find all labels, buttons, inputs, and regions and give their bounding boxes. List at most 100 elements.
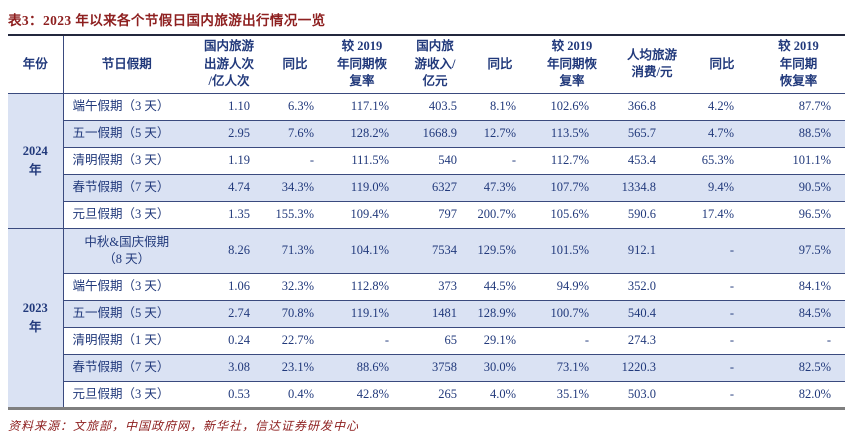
table-row: 春节假期（7 天） 3.08 23.1% 88.6% 3758 30.0% 73… bbox=[8, 353, 845, 381]
column-header-revenue: 国内旅 游收入/ 亿元 bbox=[402, 35, 468, 94]
table-cell: 7.6% bbox=[268, 119, 322, 147]
table-cell: 113.5% bbox=[532, 119, 612, 147]
column-header-revenue-yoy: 同比 bbox=[468, 35, 532, 94]
table-cell: - bbox=[692, 299, 752, 327]
table-cell: 105.6% bbox=[532, 200, 612, 228]
year-cell: 2024 年 bbox=[8, 92, 64, 228]
table-cell: 17.4% bbox=[692, 200, 752, 228]
table-cell: - bbox=[692, 227, 752, 273]
table-row: 2024 年 端午假期（3 天） 1.10 6.3% 117.1% 403.5 … bbox=[8, 92, 845, 228]
table-cell: 373 bbox=[402, 272, 468, 300]
table-cell: 200.7% bbox=[468, 200, 532, 228]
table-cell: 12.7% bbox=[468, 119, 532, 147]
table-row: 元旦假期（3 天） 1.35 155.3% 109.4% 797 200.7% … bbox=[8, 200, 845, 228]
table-cell: 265 bbox=[402, 380, 468, 408]
table-cell: 540 bbox=[402, 146, 468, 174]
table-cell: 101.5% bbox=[532, 227, 612, 273]
holiday-cell: 端午假期（3 天） bbox=[63, 272, 190, 300]
table-cell: - bbox=[468, 146, 532, 174]
table-cell: 274.3 bbox=[612, 326, 692, 354]
table-cell: 4.7% bbox=[692, 119, 752, 147]
table-cell: - bbox=[532, 326, 612, 354]
table-cell: 97.5% bbox=[752, 227, 845, 273]
table-cell: 119.1% bbox=[322, 299, 402, 327]
table-cell: 42.8% bbox=[322, 380, 402, 408]
table-cell: 9.4% bbox=[692, 173, 752, 201]
holiday-cell: 五一假期（5 天） bbox=[63, 119, 190, 147]
table-cell: 1334.8 bbox=[612, 173, 692, 201]
table-cell: 88.5% bbox=[752, 119, 845, 147]
table-cell: 797 bbox=[402, 200, 468, 228]
table-cell: 453.4 bbox=[612, 146, 692, 174]
year-cell: 2023 年 bbox=[8, 227, 64, 408]
table-cell: 100.7% bbox=[532, 299, 612, 327]
table-cell: 88.6% bbox=[322, 353, 402, 381]
table-body: 2024 年 端午假期（3 天） 1.10 6.3% 117.1% 403.5 … bbox=[8, 92, 845, 408]
table-cell: 90.5% bbox=[752, 173, 845, 201]
table-cell: 30.0% bbox=[468, 353, 532, 381]
table-row: 2023 年 中秋&国庆假期 （8 天） 8.26 71.3% 104.1% 7… bbox=[8, 227, 845, 408]
table-cell: 0.24 bbox=[190, 326, 268, 354]
table-row: 清明假期（1 天） 0.24 22.7% - 65 29.1% - 274.3 … bbox=[8, 326, 845, 354]
table-cell: 366.8 bbox=[612, 92, 692, 120]
table-cell: 101.1% bbox=[752, 146, 845, 174]
table-cell: - bbox=[692, 353, 752, 381]
table-cell: 84.5% bbox=[752, 299, 845, 327]
holiday-cell: 元旦假期（3 天） bbox=[63, 380, 190, 408]
column-header-spend-yoy: 同比 bbox=[692, 35, 752, 94]
holiday-cell: 春节假期（7 天） bbox=[63, 353, 190, 381]
table-cell: 1668.9 bbox=[402, 119, 468, 147]
table-cell: 119.0% bbox=[322, 173, 402, 201]
column-header-holiday: 节日假期 bbox=[63, 35, 190, 94]
table-row: 清明假期（3 天） 1.19 - 111.5% 540 - 112.7% 453… bbox=[8, 146, 845, 174]
table-cell: 109.4% bbox=[322, 200, 402, 228]
column-header-spend-recovery: 较 2019 年同期 恢复率 bbox=[752, 35, 845, 94]
table-cell: - bbox=[692, 272, 752, 300]
table-title: 表3：2023 年以来各个节假日国内旅游出行情况一览 bbox=[8, 13, 326, 28]
table-cell: 403.5 bbox=[402, 92, 468, 120]
table-cell: - bbox=[268, 146, 322, 174]
column-header-revenue-recovery: 较 2019 年同期恢 复率 bbox=[532, 35, 612, 94]
table-cell: 2.74 bbox=[190, 299, 268, 327]
table-cell: 6327 bbox=[402, 173, 468, 201]
table-cell: 352.0 bbox=[612, 272, 692, 300]
table-cell: 112.7% bbox=[532, 146, 612, 174]
table-cell: 44.5% bbox=[468, 272, 532, 300]
table-cell: 117.1% bbox=[322, 92, 402, 120]
table-cell: 104.1% bbox=[322, 227, 402, 273]
table-cell: 8.1% bbox=[468, 92, 532, 120]
table-cell: 1.10 bbox=[190, 92, 268, 120]
table-cell: 503.0 bbox=[612, 380, 692, 408]
column-header-trips-recovery: 较 2019 年同期恢 复率 bbox=[322, 35, 402, 94]
table-row: 五一假期（5 天） 2.74 70.8% 119.1% 1481 128.9% … bbox=[8, 299, 845, 327]
table-cell: 65.3% bbox=[692, 146, 752, 174]
table-cell: 590.6 bbox=[612, 200, 692, 228]
table-cell: 2.95 bbox=[190, 119, 268, 147]
table-cell: - bbox=[692, 326, 752, 354]
column-header-spend: 人均旅游 消费/元 bbox=[612, 35, 692, 94]
table-cell: 155.3% bbox=[268, 200, 322, 228]
table-cell: - bbox=[692, 380, 752, 408]
table-cell: 3.08 bbox=[190, 353, 268, 381]
table-header: 年份 节日假期 国内旅游 出游人次 /亿人次 同比 较 2019 年同期恢 复率… bbox=[8, 35, 845, 94]
table-cell: 82.5% bbox=[752, 353, 845, 381]
table-cell: 111.5% bbox=[322, 146, 402, 174]
table-cell: 22.7% bbox=[268, 326, 322, 354]
table-cell: 65 bbox=[402, 326, 468, 354]
table-cell: 1.19 bbox=[190, 146, 268, 174]
table-cell: 6.3% bbox=[268, 92, 322, 120]
table-cell: - bbox=[322, 326, 402, 354]
holiday-cell: 中秋&国庆假期 （8 天） bbox=[63, 227, 190, 273]
column-header-trips-yoy: 同比 bbox=[268, 35, 322, 94]
table-cell: 1.06 bbox=[190, 272, 268, 300]
holiday-travel-table: 年份 节日假期 国内旅游 出游人次 /亿人次 同比 较 2019 年同期恢 复率… bbox=[8, 34, 845, 410]
column-header-year: 年份 bbox=[8, 35, 64, 94]
table-cell: 8.26 bbox=[190, 227, 268, 273]
holiday-cell: 元旦假期（3 天） bbox=[63, 200, 190, 228]
table-cell: 82.0% bbox=[752, 380, 845, 408]
table-cell: 1481 bbox=[402, 299, 468, 327]
table-row: 元旦假期（3 天） 0.53 0.4% 42.8% 265 4.0% 35.1%… bbox=[8, 380, 845, 408]
holiday-cell: 五一假期（5 天） bbox=[63, 299, 190, 327]
table-cell: 7534 bbox=[402, 227, 468, 273]
table-cell: 0.4% bbox=[268, 380, 322, 408]
